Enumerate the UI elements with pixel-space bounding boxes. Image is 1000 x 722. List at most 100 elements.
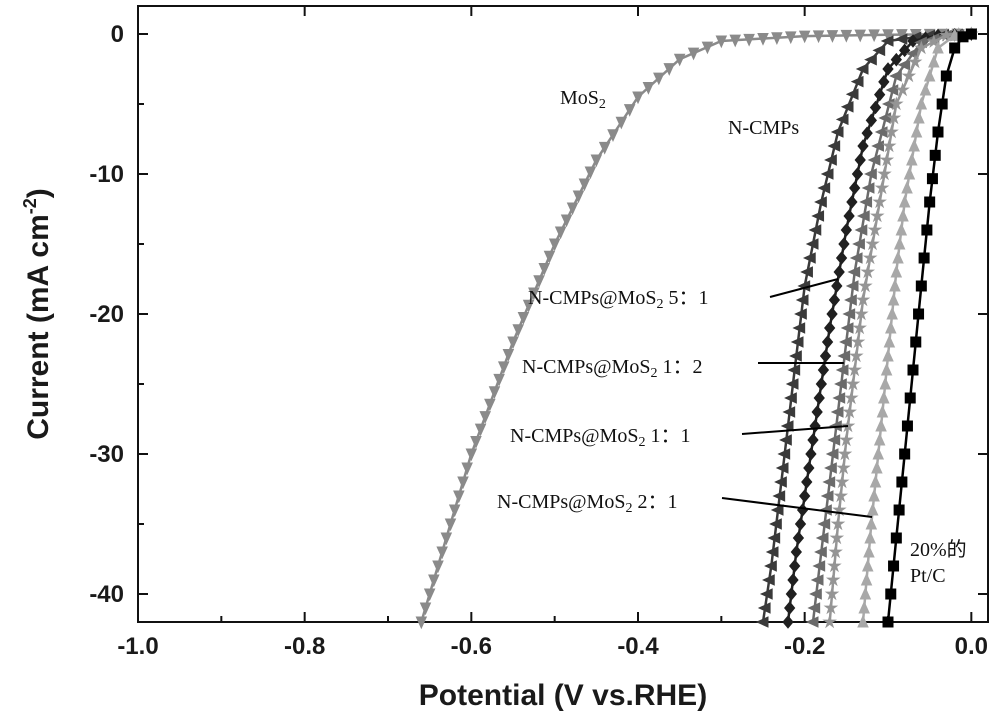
data-point	[461, 462, 473, 476]
data-point	[826, 307, 838, 321]
leader-line	[721, 497, 873, 518]
data-point	[849, 348, 864, 363]
data-point	[898, 194, 911, 208]
data-point	[784, 392, 797, 404]
data-point	[820, 168, 834, 180]
data-point	[915, 96, 928, 110]
data-point	[877, 166, 892, 181]
data-point	[871, 140, 884, 152]
data-point	[822, 476, 836, 488]
data-point	[474, 423, 487, 437]
data-point	[824, 154, 837, 166]
data-point	[517, 312, 530, 325]
data-point	[835, 113, 849, 126]
data-point	[845, 280, 859, 292]
data-point	[817, 363, 830, 377]
data-point	[913, 110, 925, 124]
data-point	[857, 614, 869, 628]
data-point	[847, 266, 861, 278]
data-point	[878, 75, 890, 89]
data-point	[811, 210, 825, 222]
data-point	[415, 616, 428, 630]
data-point	[673, 53, 686, 67]
data-point	[868, 29, 880, 43]
data-point	[533, 275, 545, 288]
data-point	[798, 30, 811, 44]
y-axis-title: Current (mA cm-2)	[20, 188, 55, 440]
data-point	[892, 250, 904, 264]
data-point	[767, 532, 781, 544]
data-point	[849, 181, 861, 195]
data-point	[899, 448, 911, 460]
x-tick-label: -0.4	[617, 633, 659, 660]
data-point	[479, 411, 491, 424]
data-point	[858, 278, 873, 293]
x-tick-label: -0.2	[784, 633, 825, 660]
data-point	[755, 616, 769, 628]
data-point	[815, 377, 827, 391]
data-point	[879, 152, 895, 167]
data-point	[554, 226, 567, 240]
data-point	[854, 224, 868, 236]
data-point	[843, 209, 855, 223]
data-point	[765, 546, 779, 558]
data-point	[915, 280, 927, 292]
data-point	[839, 432, 854, 447]
label-n-cmps-mos2-1-1: N-CMPs@MoS2 1：1	[510, 425, 690, 450]
series-layer	[415, 26, 979, 630]
data-point	[584, 166, 597, 180]
data-point	[888, 560, 900, 572]
data-point	[859, 196, 873, 208]
data-point	[865, 236, 880, 251]
data-point	[785, 378, 799, 390]
data-point	[839, 336, 852, 348]
label-mos2: MoS2	[560, 87, 606, 112]
data-point	[762, 574, 775, 586]
data-point	[590, 154, 603, 168]
data-point	[851, 167, 864, 181]
data-point	[928, 54, 940, 68]
data-point	[845, 376, 861, 391]
data-point	[484, 398, 496, 412]
data-point	[800, 266, 813, 278]
label-n-cmps-mos2-5-1: N-CMPs@MoS2 5：1	[528, 287, 708, 312]
data-point	[910, 124, 923, 138]
data-point	[903, 166, 916, 180]
data-point	[440, 532, 453, 546]
y-tick-label: -40	[89, 581, 124, 608]
data-point	[775, 462, 789, 474]
data-point	[830, 126, 844, 138]
data-point	[867, 222, 883, 237]
data-point	[743, 33, 755, 47]
series-5	[857, 26, 978, 628]
data-point	[423, 588, 436, 602]
data-point	[784, 601, 796, 615]
data-point	[860, 264, 876, 279]
data-point	[792, 531, 805, 545]
data-point	[837, 350, 851, 362]
data-point	[782, 406, 796, 418]
data-point	[881, 138, 897, 153]
data-point	[822, 614, 837, 629]
data-point	[836, 460, 851, 475]
data-point	[854, 306, 869, 321]
x-tick-label: 0.0	[955, 633, 988, 660]
data-point	[879, 376, 891, 390]
data-point	[796, 503, 809, 517]
x-tick-labels: -1.0 -0.8 -0.6 -0.4 -0.2 0.0	[117, 633, 988, 660]
data-point	[811, 405, 823, 419]
data-point	[830, 516, 846, 531]
data-point	[872, 446, 885, 460]
data-point	[787, 573, 799, 587]
data-point	[870, 208, 885, 223]
data-point	[799, 489, 811, 503]
data-point	[910, 336, 922, 348]
data-point	[845, 88, 859, 100]
data-point	[889, 70, 902, 82]
data-point	[874, 87, 886, 102]
data-point	[882, 62, 894, 76]
data-point	[837, 446, 853, 461]
data-point	[890, 532, 902, 544]
data-point	[889, 278, 901, 292]
data-point	[940, 70, 952, 82]
